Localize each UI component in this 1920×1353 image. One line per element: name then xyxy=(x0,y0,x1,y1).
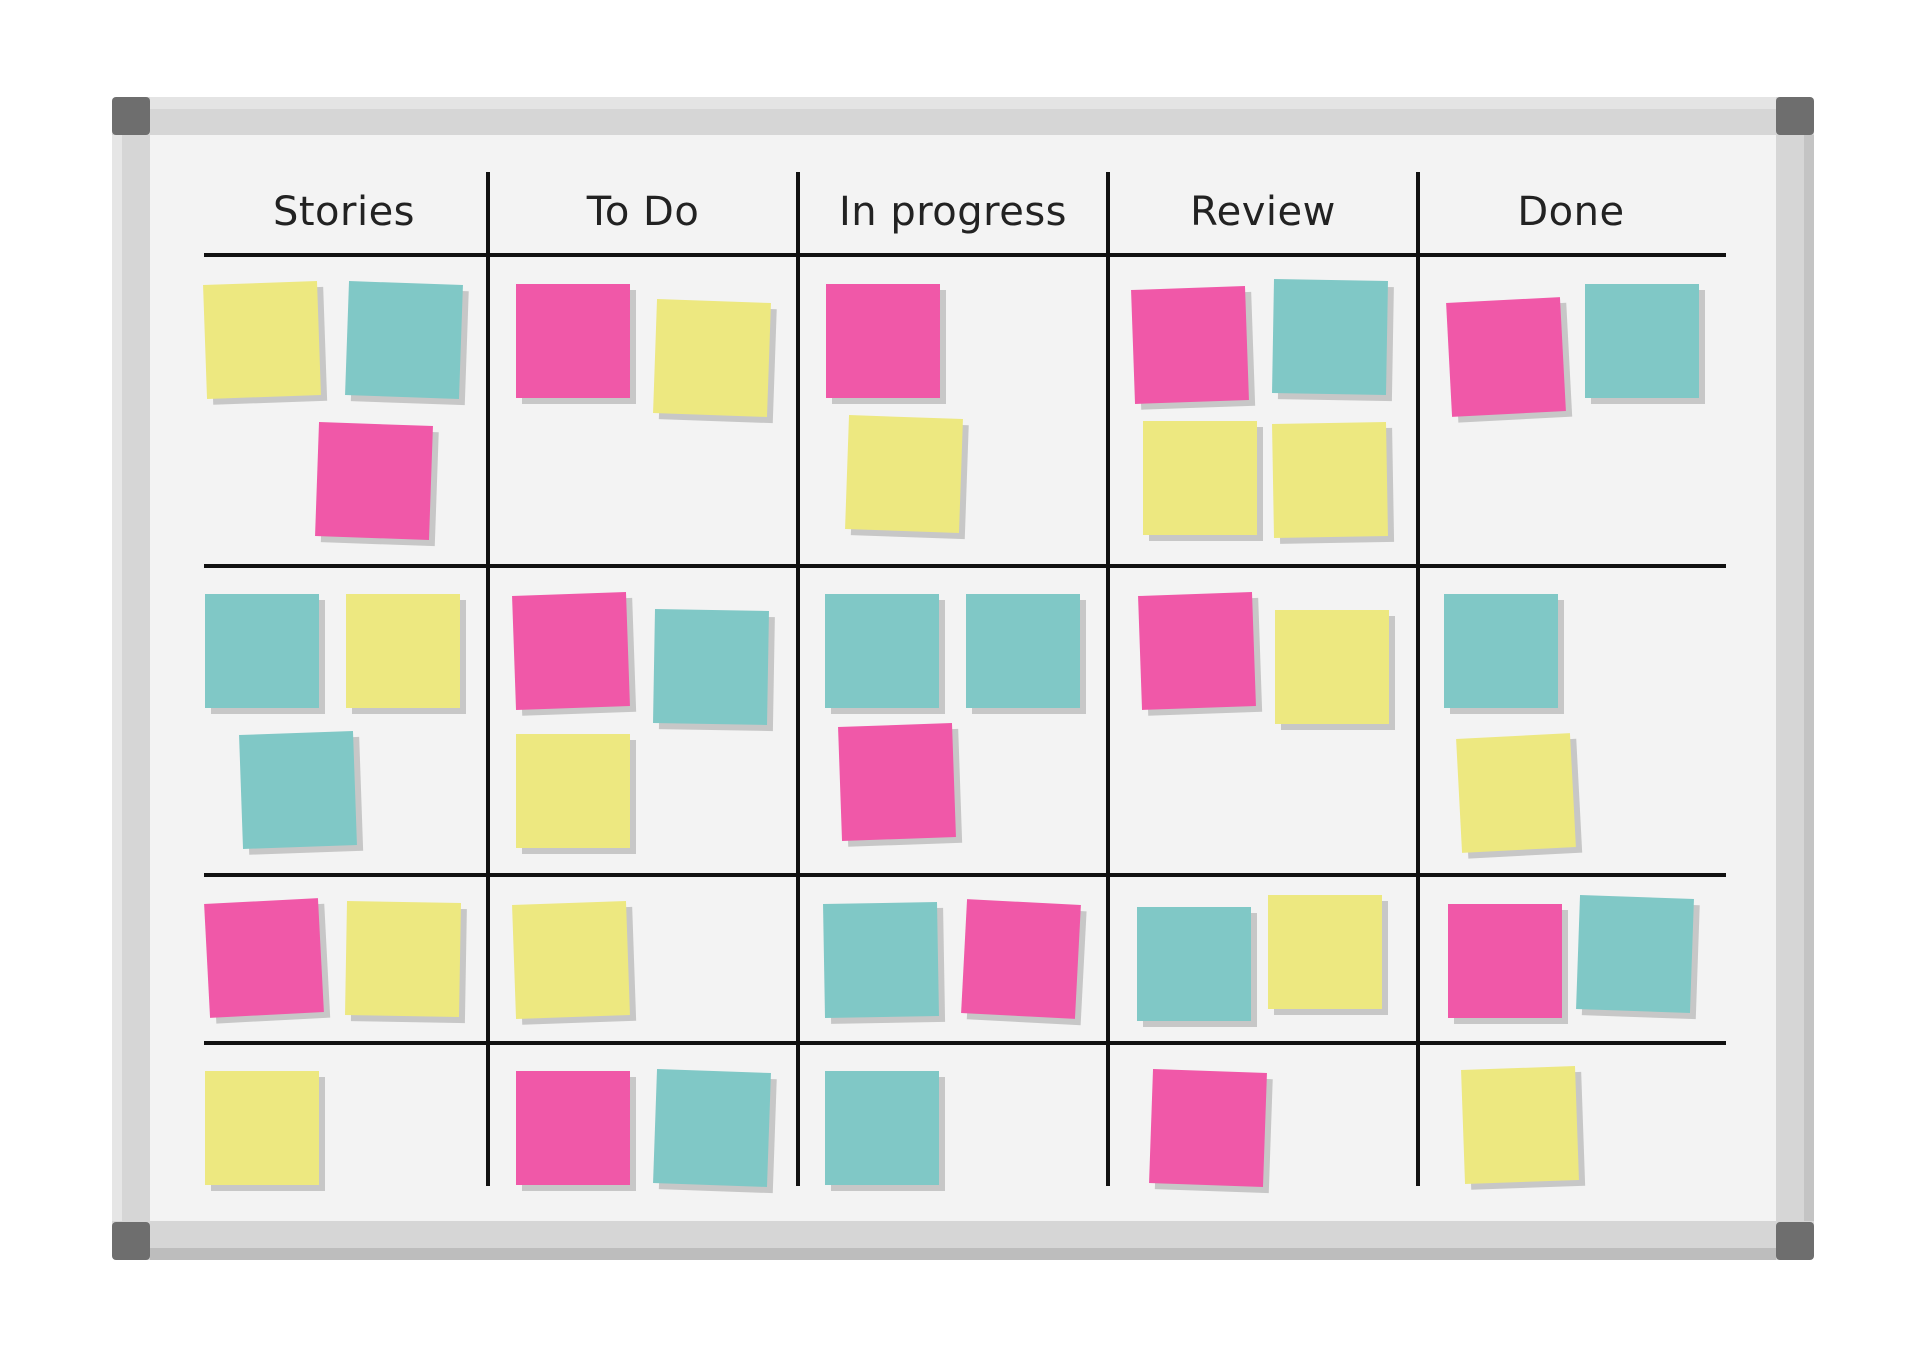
sticky-note[interactable] xyxy=(653,1069,771,1187)
sticky-note[interactable] xyxy=(1138,592,1256,710)
frame-corner-bottom-right xyxy=(1776,1222,1814,1260)
row-divider xyxy=(204,873,1726,877)
sticky-note[interactable] xyxy=(653,609,769,725)
sticky-note[interactable] xyxy=(516,284,630,398)
sticky-note[interactable] xyxy=(1272,422,1388,538)
column-title-review: Review xyxy=(1190,189,1336,235)
sticky-note[interactable] xyxy=(1446,297,1566,417)
row-divider xyxy=(204,1041,1726,1045)
frame-right-edge xyxy=(1804,135,1814,1221)
sticky-note[interactable] xyxy=(512,901,630,1019)
sticky-note[interactable] xyxy=(1137,907,1251,1021)
sticky-note[interactable] xyxy=(961,899,1081,1019)
sticky-note[interactable] xyxy=(823,902,939,1018)
sticky-note[interactable] xyxy=(966,594,1080,708)
sticky-note[interactable] xyxy=(239,731,357,849)
frame-corner-top-left xyxy=(112,97,150,135)
sticky-note[interactable] xyxy=(512,592,630,710)
sticky-note[interactable] xyxy=(204,898,324,1018)
column-title-stories: Stories xyxy=(272,189,416,235)
sticky-note[interactable] xyxy=(1272,279,1388,395)
sticky-note[interactable] xyxy=(1131,286,1249,404)
column-title-done: Done xyxy=(1517,189,1625,235)
sticky-note[interactable] xyxy=(516,734,630,848)
sticky-note[interactable] xyxy=(205,594,319,708)
sticky-note[interactable] xyxy=(1585,284,1699,398)
sticky-note[interactable] xyxy=(838,723,956,841)
frame-corner-bottom-left xyxy=(112,1222,150,1260)
sticky-note[interactable] xyxy=(1275,610,1389,724)
column-divider xyxy=(1106,172,1110,1186)
sticky-note[interactable] xyxy=(825,1071,939,1185)
sticky-note[interactable] xyxy=(653,299,771,417)
frame-top-edge xyxy=(150,97,1776,109)
sticky-note[interactable] xyxy=(203,281,321,399)
column-title-to-do: To Do xyxy=(586,189,700,235)
sticky-note[interactable] xyxy=(1268,895,1382,1009)
header-divider xyxy=(204,253,1726,257)
row-divider xyxy=(204,564,1726,568)
sticky-note[interactable] xyxy=(346,594,460,708)
frame-corner-top-right xyxy=(1776,97,1814,135)
sticky-note[interactable] xyxy=(516,1071,630,1185)
sticky-note[interactable] xyxy=(826,284,940,398)
sticky-note[interactable] xyxy=(1149,1069,1267,1187)
sticky-note[interactable] xyxy=(1461,1066,1579,1184)
sticky-note[interactable] xyxy=(1576,895,1694,1013)
frame-bottom-edge xyxy=(150,1248,1776,1260)
sticky-note[interactable] xyxy=(205,1071,319,1185)
column-title-in-progress: In progress xyxy=(838,189,1068,235)
column-divider xyxy=(486,172,490,1186)
sticky-note[interactable] xyxy=(1143,421,1257,535)
sticky-note[interactable] xyxy=(315,422,433,540)
sticky-note[interactable] xyxy=(825,594,939,708)
frame-left-edge xyxy=(112,135,122,1221)
sticky-note[interactable] xyxy=(845,415,963,533)
column-divider xyxy=(796,172,800,1186)
sticky-note[interactable] xyxy=(345,901,461,1017)
sticky-note[interactable] xyxy=(1444,594,1558,708)
sticky-note[interactable] xyxy=(1448,904,1562,1018)
sticky-note[interactable] xyxy=(1456,733,1576,853)
sticky-note[interactable] xyxy=(345,281,463,399)
column-divider xyxy=(1416,172,1420,1186)
